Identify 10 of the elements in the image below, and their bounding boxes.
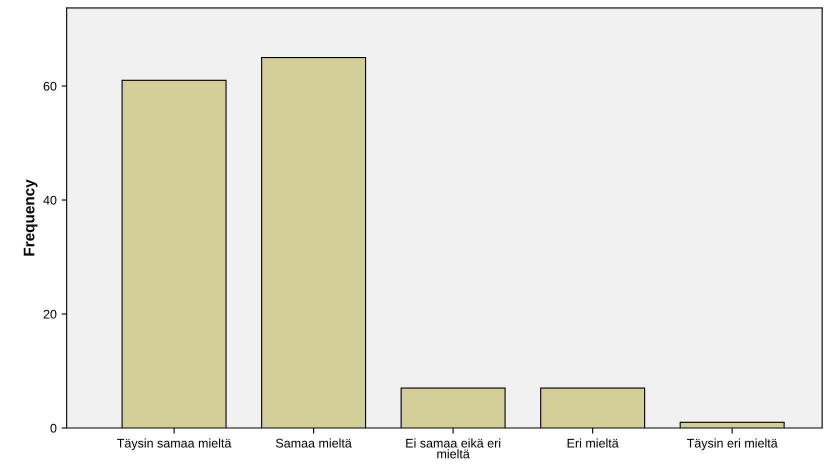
x-tick-label: Täysin samaa mieltä [117,438,232,450]
y-axis-title: Frequency [24,179,38,256]
x-tick-label: Täysin eri mieltä [686,438,778,450]
y-tick-label: 60 [44,82,56,91]
y-tick-label: 20 [44,310,56,319]
x-tick-label: Ei samaa eikä eri mieltä [406,438,500,458]
x-tick-label: Eri mieltä [568,438,619,448]
x-tick-label: Samaa mieltä [276,438,352,448]
y-tick-label: 40 [43,196,56,205]
y-tick-label: 0 [50,424,56,433]
